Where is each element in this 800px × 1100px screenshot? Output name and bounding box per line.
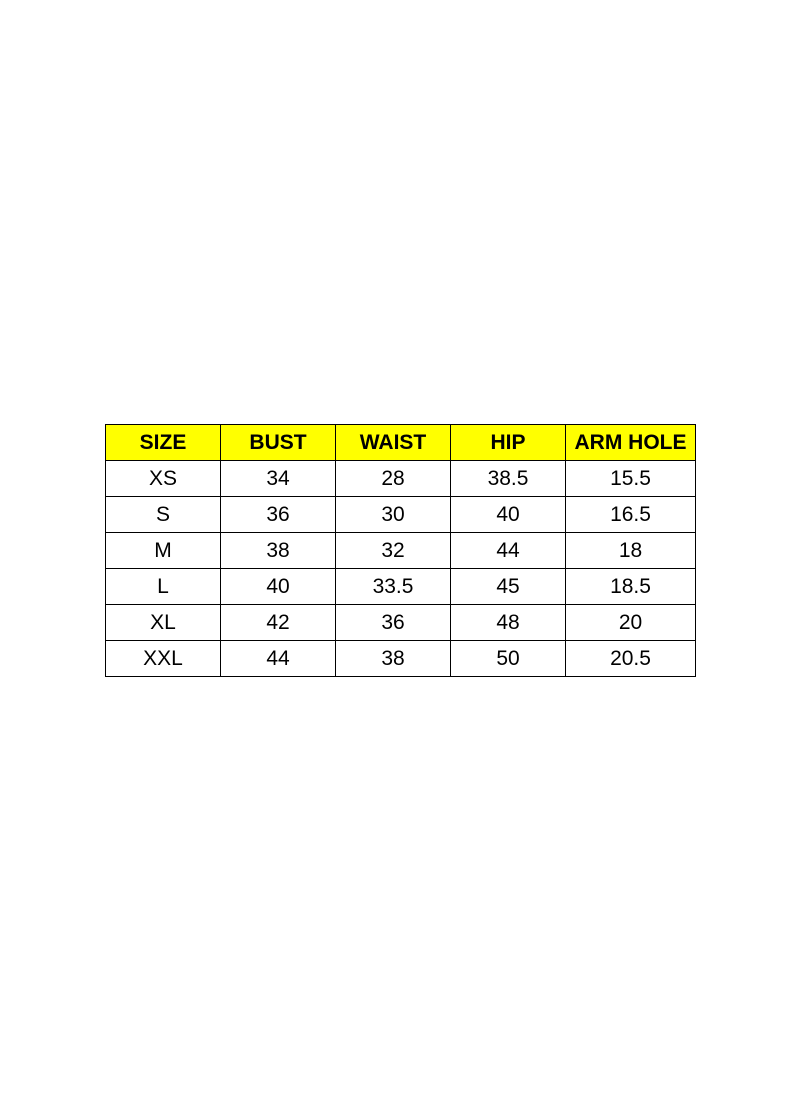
size-chart-table: SIZE BUST WAIST HIP ARM HOLE XS 34 28 38.5 15.5 S… xyxy=(105,424,696,677)
column-header: HIP xyxy=(450,424,566,461)
table-cell: XL xyxy=(105,604,221,641)
table-row: L 40 33.5 45 18.5 xyxy=(105,568,696,605)
table-cell: 38.5 xyxy=(450,460,566,497)
table-cell: 40 xyxy=(220,568,336,605)
table-row: M 38 32 44 18 xyxy=(105,532,696,569)
table-cell: 50 xyxy=(450,640,566,677)
table-cell: 42 xyxy=(220,604,336,641)
table-row: XL 42 36 48 20 xyxy=(105,604,696,641)
table-cell: 48 xyxy=(450,604,566,641)
table-cell: 20.5 xyxy=(565,640,696,677)
table-cell: 34 xyxy=(220,460,336,497)
column-header: BUST xyxy=(220,424,336,461)
table-cell: 40 xyxy=(450,496,566,533)
table-cell: 18.5 xyxy=(565,568,696,605)
table-cell: 44 xyxy=(220,640,336,677)
table-cell: 18 xyxy=(565,532,696,569)
table-cell: 30 xyxy=(335,496,451,533)
table-cell: 16.5 xyxy=(565,496,696,533)
table-cell: 44 xyxy=(450,532,566,569)
table-cell: 20 xyxy=(565,604,696,641)
table-cell: S xyxy=(105,496,221,533)
column-header: ARM HOLE xyxy=(565,424,696,461)
header-row: SIZE BUST WAIST HIP ARM HOLE xyxy=(105,424,696,461)
table-cell: 33.5 xyxy=(335,568,451,605)
column-header: WAIST xyxy=(335,424,451,461)
table-row: XXL 44 38 50 20.5 xyxy=(105,640,696,677)
table-cell: 45 xyxy=(450,568,566,605)
table-cell: 28 xyxy=(335,460,451,497)
table-row: XS 34 28 38.5 15.5 xyxy=(105,460,696,497)
table-cell: 36 xyxy=(220,496,336,533)
column-header: SIZE xyxy=(105,424,221,461)
table-row: S 36 30 40 16.5 xyxy=(105,496,696,533)
table-cell: M xyxy=(105,532,221,569)
table-cell: 38 xyxy=(335,640,451,677)
table-cell: XS xyxy=(105,460,221,497)
table-cell: 15.5 xyxy=(565,460,696,497)
table-cell: 38 xyxy=(220,532,336,569)
table-cell: 32 xyxy=(335,532,451,569)
table-cell: 36 xyxy=(335,604,451,641)
table-cell: XXL xyxy=(105,640,221,677)
table-cell: L xyxy=(105,568,221,605)
